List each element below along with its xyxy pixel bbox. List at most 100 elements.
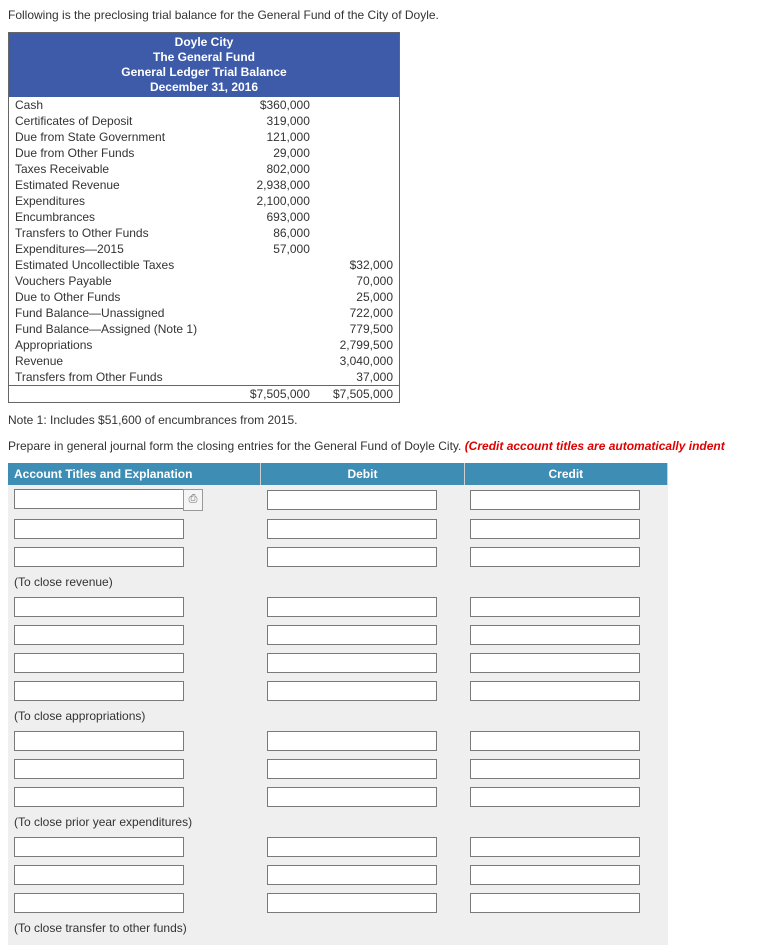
credit-input[interactable]	[470, 787, 640, 807]
tb-header-line1: Doyle City	[9, 35, 399, 50]
debit-input[interactable]	[267, 865, 437, 885]
credit-input[interactable]	[470, 731, 640, 751]
tb-row-label: Due from Other Funds	[9, 145, 233, 161]
journal-cell-debit	[261, 515, 464, 543]
prepare-text: Prepare in general journal form the clos…	[8, 439, 758, 453]
journal-cell-acct	[8, 677, 261, 705]
journal-row	[8, 543, 668, 571]
debit-input[interactable]	[267, 681, 437, 701]
debit-input[interactable]	[267, 653, 437, 673]
tb-row-label: Estimated Uncollectible Taxes	[9, 257, 233, 273]
journal-row	[8, 593, 668, 621]
journal-table: Account Titles and Explanation Debit Cre…	[8, 463, 668, 939]
journal-cell-acct	[8, 783, 261, 811]
journal-cell-credit	[464, 593, 667, 621]
account-title-input[interactable]	[14, 653, 184, 673]
prepare-prefix: Prepare in general journal form the clos…	[8, 439, 465, 453]
journal-cell-credit	[464, 755, 667, 783]
tb-row: Appropriations2,799,500	[9, 337, 399, 353]
tb-row-credit	[316, 241, 399, 257]
tb-header-line4: December 31, 2016	[9, 80, 399, 95]
journal-cell-debit	[261, 727, 464, 755]
journal-cell-debit	[261, 649, 464, 677]
account-title-input[interactable]	[14, 597, 184, 617]
tb-row: Expenditures—201557,000	[9, 241, 399, 257]
credit-input[interactable]	[470, 547, 640, 567]
tb-row-credit	[316, 177, 399, 193]
tb-row: Certificates of Deposit319,000	[9, 113, 399, 129]
tb-row-label: Expenditures	[9, 193, 233, 209]
account-title-input[interactable]	[14, 547, 184, 567]
debit-input[interactable]	[267, 547, 437, 567]
account-title-input[interactable]	[14, 519, 184, 539]
debit-input[interactable]	[267, 597, 437, 617]
lookup-icon[interactable]: ⎙	[183, 489, 203, 511]
credit-input[interactable]	[470, 837, 640, 857]
journal-cell-credit	[464, 727, 667, 755]
tb-header-line2: The General Fund	[9, 50, 399, 65]
credit-input[interactable]	[470, 519, 640, 539]
debit-input[interactable]	[267, 893, 437, 913]
tb-row-label: Estimated Revenue	[9, 177, 233, 193]
credit-input[interactable]	[470, 597, 640, 617]
tb-row-label: Cash	[9, 97, 233, 113]
intro-text: Following is the preclosing trial balanc…	[8, 8, 758, 22]
tb-total-credit: $7,505,000	[316, 386, 399, 403]
tb-row-debit: 2,938,000	[233, 177, 316, 193]
credit-input[interactable]	[470, 681, 640, 701]
account-title-input[interactable]	[14, 865, 184, 885]
journal-cell-credit	[464, 833, 667, 861]
tb-row-debit	[233, 289, 316, 305]
account-title-input[interactable]	[14, 759, 184, 779]
debit-input[interactable]	[267, 625, 437, 645]
tb-row-credit: 3,040,000	[316, 353, 399, 369]
tb-row-label: Certificates of Deposit	[9, 113, 233, 129]
account-title-input[interactable]	[14, 489, 184, 509]
tb-row-debit: $360,000	[233, 97, 316, 113]
debit-input[interactable]	[267, 731, 437, 751]
journal-row	[8, 649, 668, 677]
journal-cell-debit	[261, 755, 464, 783]
account-title-input[interactable]	[14, 731, 184, 751]
tb-row-debit	[233, 353, 316, 369]
account-title-input[interactable]	[14, 893, 184, 913]
journal-cell-debit	[261, 621, 464, 649]
tb-row-label: Due from State Government	[9, 129, 233, 145]
journal-cell-acct	[8, 593, 261, 621]
journal-cell-credit	[464, 861, 667, 889]
tb-row-debit: 29,000	[233, 145, 316, 161]
account-title-input[interactable]	[14, 837, 184, 857]
credit-input[interactable]	[470, 653, 640, 673]
debit-input[interactable]	[267, 787, 437, 807]
tb-row-credit	[316, 161, 399, 177]
tb-row-label: Taxes Receivable	[9, 161, 233, 177]
tb-row-debit: 86,000	[233, 225, 316, 241]
debit-input[interactable]	[267, 519, 437, 539]
account-title-input[interactable]	[14, 787, 184, 807]
journal-cell-acct	[8, 861, 261, 889]
journal-header-acct: Account Titles and Explanation	[8, 463, 261, 485]
credit-input[interactable]	[470, 759, 640, 779]
journal-row	[8, 783, 668, 811]
credit-input[interactable]	[470, 865, 640, 885]
journal-cell-acct	[8, 833, 261, 861]
tb-row-debit	[233, 337, 316, 353]
tb-row: Transfers to Other Funds86,000	[9, 225, 399, 241]
credit-input[interactable]	[470, 490, 640, 510]
debit-input[interactable]	[267, 837, 437, 857]
credit-input[interactable]	[470, 625, 640, 645]
journal-cell-debit	[261, 833, 464, 861]
tb-row: Expenditures2,100,000	[9, 193, 399, 209]
credit-input[interactable]	[470, 893, 640, 913]
tb-row: Fund Balance—Assigned (Note 1)779,500	[9, 321, 399, 337]
journal-caption: (To close transfer to other funds)	[8, 917, 668, 939]
account-title-input[interactable]	[14, 625, 184, 645]
tb-row-label: Expenditures—2015	[9, 241, 233, 257]
account-title-input[interactable]	[14, 681, 184, 701]
tb-row: Due from Other Funds29,000	[9, 145, 399, 161]
debit-input[interactable]	[267, 759, 437, 779]
tb-row-label: Transfers from Other Funds	[9, 369, 233, 386]
debit-input[interactable]	[267, 490, 437, 510]
journal-entry-area: Account Titles and Explanation Debit Cre…	[8, 463, 668, 945]
tb-row-credit	[316, 209, 399, 225]
